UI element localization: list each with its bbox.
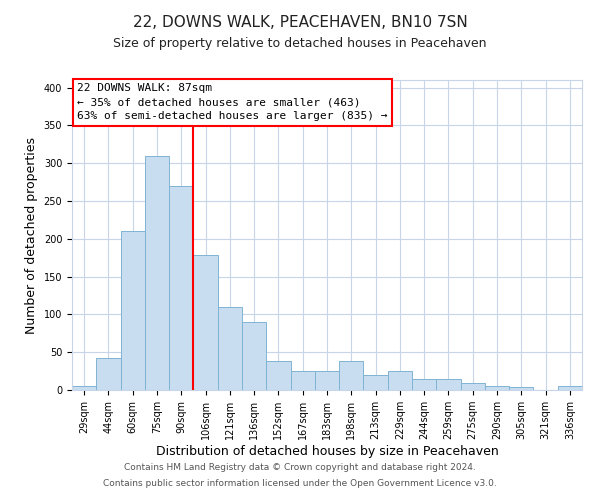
Bar	[121, 231, 145, 390]
Bar	[218, 307, 242, 390]
Bar	[509, 387, 533, 390]
Bar	[315, 371, 339, 390]
Text: Contains public sector information licensed under the Open Government Licence v3: Contains public sector information licen…	[103, 478, 497, 488]
Y-axis label: Number of detached properties: Number of detached properties	[25, 136, 38, 334]
Text: Contains HM Land Registry data © Crown copyright and database right 2024.: Contains HM Land Registry data © Crown c…	[124, 464, 476, 472]
Bar	[145, 156, 169, 390]
Bar	[266, 362, 290, 390]
Bar	[72, 386, 96, 390]
Bar	[339, 362, 364, 390]
X-axis label: Distribution of detached houses by size in Peacehaven: Distribution of detached houses by size …	[155, 445, 499, 458]
Bar	[169, 186, 193, 390]
Bar	[436, 380, 461, 390]
Bar	[96, 358, 121, 390]
Bar	[364, 375, 388, 390]
Bar	[193, 256, 218, 390]
Bar	[485, 386, 509, 390]
Text: 22, DOWNS WALK, PEACEHAVEN, BN10 7SN: 22, DOWNS WALK, PEACEHAVEN, BN10 7SN	[133, 15, 467, 30]
Bar	[461, 383, 485, 390]
Bar	[388, 371, 412, 390]
Bar	[290, 371, 315, 390]
Bar	[242, 322, 266, 390]
Text: Size of property relative to detached houses in Peacehaven: Size of property relative to detached ho…	[113, 38, 487, 51]
Bar	[558, 386, 582, 390]
Bar	[412, 380, 436, 390]
Text: 22 DOWNS WALK: 87sqm
← 35% of detached houses are smaller (463)
63% of semi-deta: 22 DOWNS WALK: 87sqm ← 35% of detached h…	[77, 83, 388, 121]
